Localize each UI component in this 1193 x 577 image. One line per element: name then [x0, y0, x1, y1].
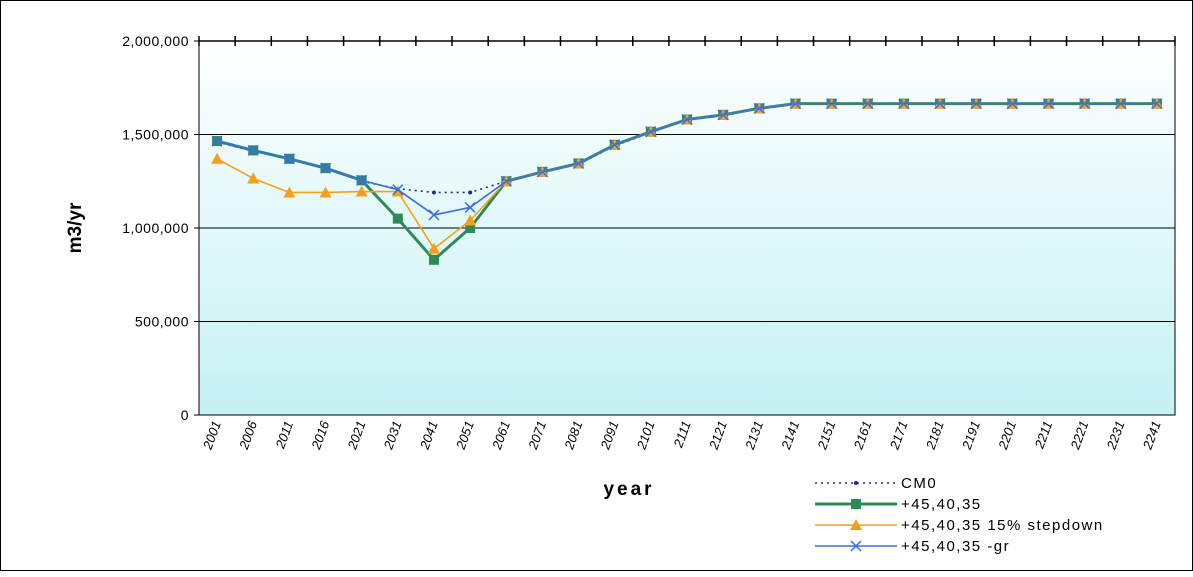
data-point — [431, 190, 436, 195]
x-tick-label: 2016 — [308, 418, 333, 452]
data-point — [609, 139, 621, 151]
x-axis-label: year — [603, 479, 654, 500]
x-axis-ticks: 2001 2006 2011 2016 2021 2031 2041 2051 2061 2071… — [200, 418, 1164, 452]
data-point — [1006, 98, 1018, 110]
x-tick-label: 2121 — [706, 419, 730, 452]
data-point — [247, 144, 259, 156]
x-tick-label: 2231 — [1103, 419, 1127, 452]
data-point — [862, 98, 874, 110]
legend-label: +45,40,35 -gr — [901, 538, 1010, 555]
data-point — [934, 98, 946, 110]
x-tick-label: 2191 — [959, 419, 983, 452]
legend-swatch-marker — [851, 499, 861, 509]
data-point — [391, 185, 404, 197]
x-tick-label: 2161 — [850, 419, 874, 452]
y-tick-label: 1,000,000 — [122, 220, 189, 236]
data-point — [468, 190, 473, 195]
x-tick-label: 2181 — [923, 419, 947, 452]
data-point — [464, 214, 477, 226]
data-point — [1151, 98, 1163, 110]
x-tick-label: 2061 — [489, 419, 513, 452]
x-tick-label: 2221 — [1067, 419, 1091, 452]
x-tick-label: 2111 — [670, 419, 694, 450]
series-layer — [211, 97, 1163, 265]
data-point — [427, 242, 440, 254]
data-point — [898, 98, 910, 110]
x-tick-label: 2001 — [200, 419, 224, 452]
data-point — [1115, 98, 1127, 110]
legend-swatch-marker — [854, 481, 858, 485]
x-tick-label: 2006 — [236, 418, 261, 452]
data-point — [717, 109, 729, 121]
data-point — [355, 185, 368, 197]
data-point — [573, 157, 585, 170]
data-point — [428, 209, 440, 221]
data-point — [536, 166, 548, 178]
data-point — [211, 152, 224, 164]
x-tick-label: 2041 — [416, 419, 440, 452]
data-point — [211, 135, 223, 147]
data-point — [356, 174, 368, 186]
legend-entry: CM0 — [815, 475, 937, 492]
y-tick-label: 0 — [181, 407, 189, 423]
x-tick-label: 2211 — [1031, 419, 1055, 451]
x-tick-label: 2031 — [380, 419, 404, 452]
x-tick-label: 2101 — [633, 419, 657, 452]
x-tick-label: 2021 — [344, 419, 368, 452]
data-point — [681, 114, 693, 126]
series-3 — [211, 98, 1163, 221]
data-point — [392, 184, 404, 196]
data-point — [970, 98, 982, 110]
x-tick-label: 2011 — [272, 419, 296, 451]
x-tick-label: 2091 — [597, 419, 621, 452]
data-point — [319, 162, 332, 174]
data-point — [500, 175, 512, 187]
data-point — [247, 172, 260, 184]
y-axis-ticks: 0 500,000 1,000,000 1,500,000 2,000,000 — [122, 33, 199, 423]
x-tick-label: 2081 — [561, 419, 585, 452]
x-tick-label: 2051 — [453, 419, 477, 452]
legend-entry: +45,40,35 15% stepdown — [815, 517, 1104, 534]
data-point — [645, 126, 657, 138]
y-axis-label: m3/yr — [65, 202, 86, 253]
legend-label: CM0 — [901, 475, 937, 492]
x-tick-label: 2171 — [886, 419, 910, 452]
x-tick-label: 2151 — [814, 419, 838, 452]
data-point — [789, 98, 801, 110]
data-point — [319, 186, 332, 198]
data-point — [1079, 98, 1091, 110]
top-axis-ticks — [198, 36, 1176, 46]
x-tick-label: 2131 — [742, 419, 766, 452]
x-tick-label: 2071 — [525, 419, 549, 452]
legend-entry: +45,40,35 — [815, 496, 982, 513]
x-tick-label: 2241 — [1139, 419, 1163, 452]
legend-label: +45,40,35 15% stepdown — [901, 517, 1104, 534]
data-point — [464, 201, 476, 213]
data-point — [283, 186, 296, 198]
data-point — [283, 153, 295, 165]
data-point — [753, 102, 765, 114]
x-tick-label: 2141 — [778, 419, 802, 452]
legend-swatch-marker — [850, 519, 862, 530]
y-tick-label: 2,000,000 — [122, 33, 189, 49]
legend-swatch-marker — [850, 540, 862, 552]
data-point — [392, 213, 403, 224]
y-tick-label: 1,500,000 — [122, 127, 189, 143]
data-point — [428, 254, 439, 265]
data-point — [826, 98, 838, 110]
y-tick-label: 500,000 — [135, 314, 189, 330]
data-point — [465, 223, 476, 233]
data-point — [1042, 98, 1055, 110]
legend-entry: +45,40,35 -gr — [815, 538, 1010, 555]
x-tick-label: 2201 — [995, 419, 1019, 452]
legend: CM0 +45,40,35 +45,40,35 15% stepdown +45,40… — [815, 475, 1104, 555]
legend-label: +45,40,35 — [901, 496, 982, 513]
